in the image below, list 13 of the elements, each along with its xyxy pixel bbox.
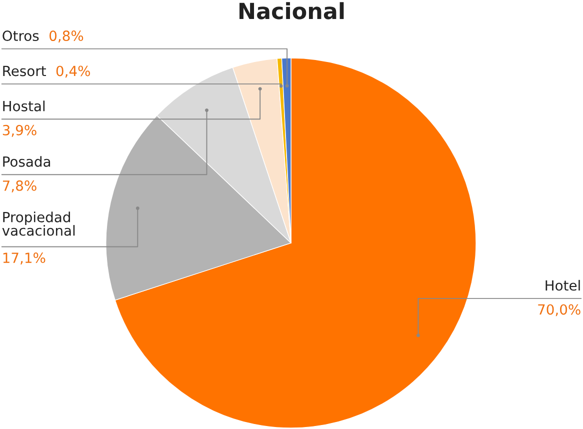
- data-label: 3,9%: [2, 124, 36, 137]
- data-label: 7,8%: [2, 180, 36, 192]
- slice-label: Otros: [2, 30, 39, 42]
- data-label: 70,0%: [538, 304, 580, 316]
- data-label: 0,8%: [50, 30, 84, 42]
- data-label: 17,1%: [3, 252, 46, 264]
- slice-label: Hostal: [3, 100, 45, 112]
- slice-label: Hotel: [546, 280, 580, 291]
- slice-label: Posada: [3, 156, 50, 167]
- slice-label: Propiedad vacacional: [2, 212, 75, 236]
- data-label: 0,4%: [56, 66, 90, 78]
- slice-label: Resort: [3, 66, 46, 76]
- chart-title: Nacional: [240, 2, 344, 20]
